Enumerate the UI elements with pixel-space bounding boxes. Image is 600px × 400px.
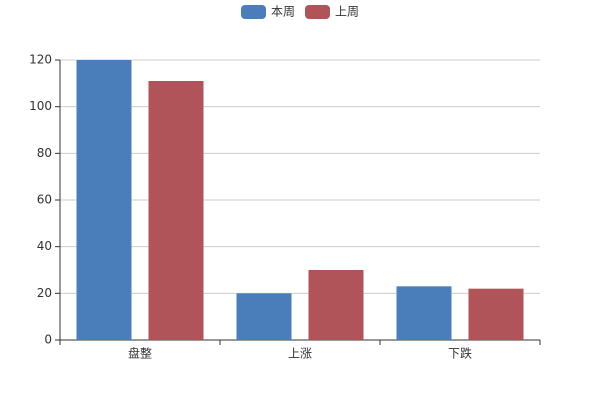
bar bbox=[468, 288, 524, 340]
legend-swatch bbox=[241, 5, 266, 19]
x-tick-label: 上涨 bbox=[288, 346, 312, 361]
y-tick-label: 120 bbox=[29, 53, 52, 67]
bar bbox=[236, 293, 292, 340]
legend-swatch bbox=[305, 5, 330, 19]
legend-label: 本周 bbox=[271, 5, 295, 19]
y-tick-label: 0 bbox=[44, 333, 52, 347]
x-tick-label: 盘整 bbox=[128, 346, 152, 361]
bar bbox=[308, 270, 364, 340]
bar bbox=[76, 60, 132, 340]
x-tick-label: 下跌 bbox=[448, 346, 472, 361]
bar bbox=[396, 286, 452, 340]
y-tick-label: 80 bbox=[37, 146, 52, 160]
y-tick-label: 100 bbox=[29, 99, 52, 113]
y-tick-label: 20 bbox=[37, 286, 52, 300]
legend-label: 上周 bbox=[335, 5, 359, 19]
y-tick-label: 40 bbox=[37, 239, 52, 253]
y-tick-label: 60 bbox=[37, 193, 52, 207]
bar bbox=[148, 81, 204, 340]
